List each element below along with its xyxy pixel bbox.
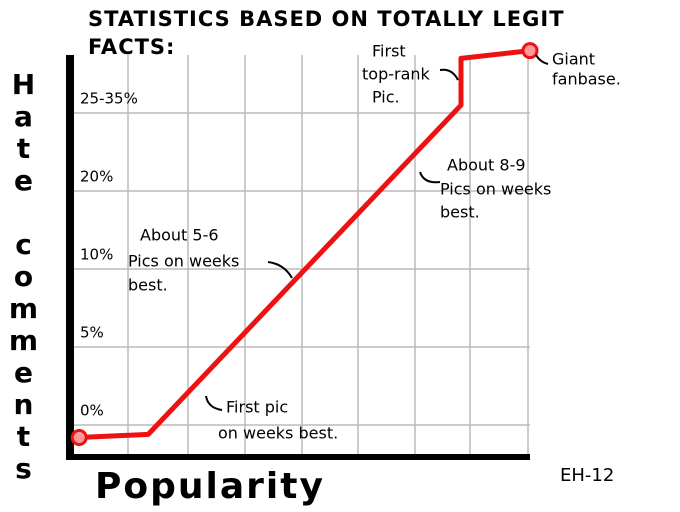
annotation: best. — [440, 203, 480, 222]
y-tick-label: 25-35% — [80, 90, 138, 108]
plot — [70, 42, 539, 446]
arrows — [205, 54, 549, 411]
annotation: About 8-9 — [447, 156, 526, 175]
y-tick-label: 20% — [80, 168, 113, 186]
annotation: Pic. — [372, 88, 400, 107]
vertical-grid — [127, 55, 529, 456]
arrow — [535, 54, 549, 65]
annotation: First — [372, 42, 406, 61]
annotation: First pic — [226, 398, 288, 417]
arrow — [205, 395, 223, 411]
annotation: best. — [128, 276, 168, 295]
annotation: About 5-6 — [140, 226, 219, 245]
chart-title: FACTS: — [88, 35, 175, 59]
annotation: Giant — [552, 50, 595, 69]
annotation: on weeks best. — [218, 424, 338, 443]
line — [76, 48, 533, 440]
annotation: fanbase. — [552, 70, 621, 89]
x-axis-label: Popularity — [95, 466, 325, 507]
y-tick-label: 10% — [80, 246, 113, 264]
arrow — [419, 171, 441, 184]
signature: EH-12 — [560, 465, 614, 486]
chart-title: STATISTICS BASED ON TOTALLY LEGIT — [88, 7, 565, 31]
arrow — [267, 261, 293, 279]
y-tick-label: 0% — [80, 402, 104, 420]
arrow — [439, 68, 459, 81]
annotation: Pics on weeks — [128, 252, 239, 271]
end-marker — [70, 428, 88, 446]
y-tick-label: 5% — [80, 324, 104, 342]
annotation: Pics on weeks — [440, 180, 551, 199]
y-axis-label: Hate comments — [7, 68, 40, 484]
horizontal-grid: 0% 5% 10% 20% 25-35% — [70, 90, 530, 426]
end-marker — [521, 42, 539, 60]
annotation: top-rank — [362, 65, 431, 84]
